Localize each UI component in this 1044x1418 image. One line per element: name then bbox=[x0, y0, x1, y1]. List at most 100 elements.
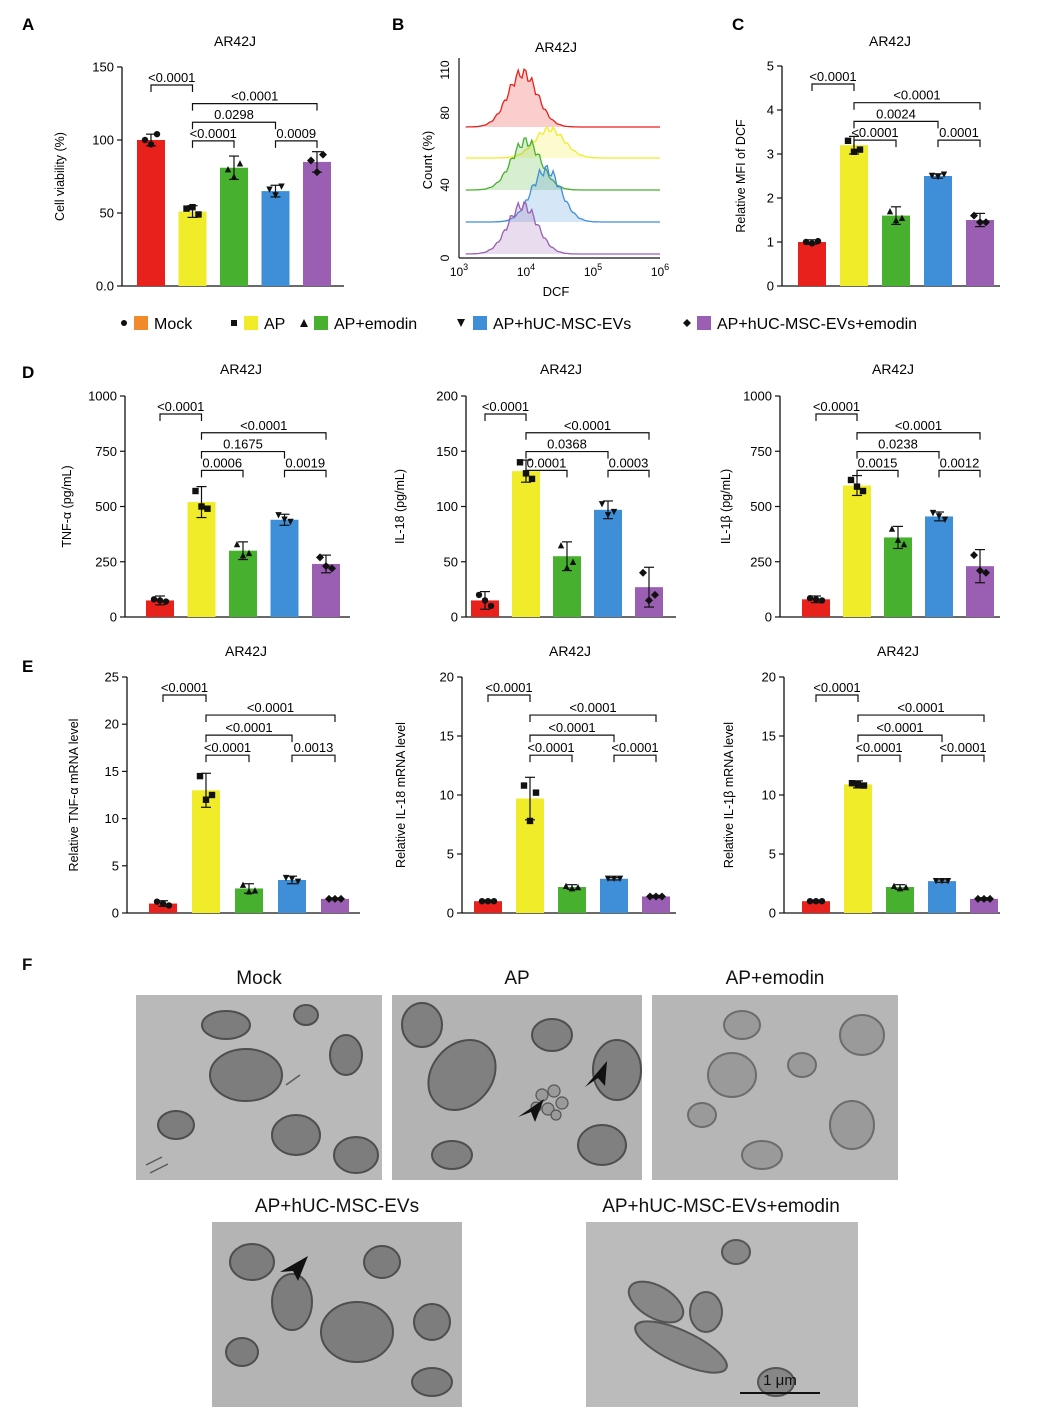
data-point bbox=[563, 564, 571, 571]
p-value-label: <0.0001 bbox=[611, 740, 658, 755]
em-title-ap-evs: AP+hUC-MSC-EVs bbox=[254, 1196, 420, 1217]
bar-1 bbox=[178, 211, 207, 286]
data-point bbox=[652, 892, 660, 901]
chart-e1: AR42J Relative TNF-α mRNA level 0 5 10 15 20 25… bbox=[67, 643, 360, 921]
bar-1 bbox=[192, 790, 220, 913]
flow-trace-3 bbox=[465, 164, 660, 223]
data-point bbox=[658, 892, 666, 901]
y-tick-label: 0 bbox=[765, 610, 772, 625]
flow-trace-1 bbox=[465, 126, 660, 159]
legend-label-mock: Mock bbox=[154, 316, 193, 333]
p-value-label: <0.0001 bbox=[190, 126, 237, 141]
y-tick-label: 50 bbox=[100, 206, 114, 221]
y-tick-label: 1000 bbox=[88, 389, 117, 404]
data-point bbox=[935, 513, 943, 520]
y-tick-label: 50 bbox=[444, 554, 458, 569]
data-point bbox=[147, 141, 155, 148]
data-point bbox=[938, 877, 946, 885]
em-image-mock bbox=[136, 995, 382, 1180]
panel-label-b: B bbox=[392, 15, 404, 34]
p-value-label: <0.0001 bbox=[897, 700, 944, 715]
significance-bracket bbox=[853, 102, 981, 110]
data-point bbox=[165, 902, 173, 909]
data-point bbox=[888, 525, 896, 532]
data-point bbox=[195, 211, 202, 218]
legend-label-ap: AP bbox=[264, 316, 285, 333]
chart-title: AR42J bbox=[877, 643, 919, 659]
data-point bbox=[153, 898, 161, 905]
data-point bbox=[898, 214, 906, 221]
p-value-label: <0.0001 bbox=[157, 399, 204, 414]
data-point bbox=[886, 208, 894, 215]
bar-1 bbox=[843, 485, 871, 617]
data-point bbox=[322, 562, 330, 571]
bar-3 bbox=[278, 879, 306, 913]
data-point bbox=[313, 168, 321, 177]
significance-bracket bbox=[205, 754, 250, 763]
bar-3 bbox=[928, 881, 956, 913]
data-point bbox=[808, 240, 816, 247]
data-point bbox=[156, 597, 164, 604]
data-point bbox=[288, 875, 296, 883]
significance-bracket bbox=[853, 120, 939, 129]
em-image-ap-evs bbox=[212, 1222, 462, 1407]
bar-1 bbox=[187, 502, 216, 617]
data-point bbox=[616, 875, 624, 882]
bar-1 bbox=[512, 471, 540, 617]
legend-marker-circle bbox=[121, 320, 127, 326]
chart-a: AR42J Cell viability (%) 0.0 50 100 150 <0.000… bbox=[53, 33, 344, 294]
y-tick-label: 4 bbox=[767, 103, 774, 118]
data-point bbox=[239, 881, 247, 888]
data-point bbox=[848, 780, 856, 787]
significance-bracket bbox=[857, 714, 985, 723]
data-point bbox=[328, 564, 336, 573]
data-point bbox=[236, 160, 244, 167]
data-point bbox=[568, 885, 576, 892]
data-point bbox=[944, 877, 952, 885]
bar-2 bbox=[229, 550, 257, 617]
y-tick-label: 10 bbox=[440, 788, 454, 803]
data-point bbox=[189, 203, 196, 211]
p-value-label: 0.0238 bbox=[878, 437, 918, 452]
data-point bbox=[196, 772, 204, 780]
data-point bbox=[562, 882, 570, 890]
data-point bbox=[941, 516, 949, 523]
data-point bbox=[481, 597, 489, 604]
y-tick-label: 500 bbox=[750, 499, 772, 514]
y-axis-label: Relative IL-18 mRNA level bbox=[394, 722, 408, 868]
y-axis-label: Relative IL-1β mRNA level bbox=[722, 722, 736, 868]
chart-e3: AR42J Relative IL-1β mRNA level 0 5 10 15 20 <0… bbox=[722, 643, 1000, 921]
significance-bracket bbox=[205, 714, 336, 723]
y-axis-label: Relative MFI of DCF bbox=[734, 119, 748, 233]
p-value-label: <0.0001 bbox=[548, 720, 595, 735]
bar-4 bbox=[303, 161, 331, 286]
y-tick-label: 500 bbox=[95, 499, 117, 514]
data-point bbox=[150, 596, 158, 603]
data-point bbox=[484, 898, 492, 905]
legend-swatch-mock bbox=[134, 316, 148, 330]
p-value-label: <0.0001 bbox=[485, 680, 532, 695]
bar-0 bbox=[802, 901, 830, 913]
significance-bracket bbox=[200, 432, 327, 440]
data-point bbox=[812, 596, 820, 603]
chart-d1: AR42J TNF-α (pg/mL) 0 250 500 750 1000 <0.0001 <… bbox=[60, 361, 350, 625]
flow-trace-fill-1 bbox=[465, 127, 660, 158]
y-tick-label: 0 bbox=[110, 610, 117, 625]
y-tick-label: 10 bbox=[105, 811, 119, 826]
data-point bbox=[208, 791, 216, 799]
data-point bbox=[251, 887, 259, 894]
legend-swatch-ap bbox=[244, 316, 258, 330]
data-point bbox=[900, 540, 908, 548]
data-point bbox=[245, 549, 253, 557]
p-value-label: <0.0001 bbox=[569, 700, 616, 715]
data-point bbox=[610, 875, 618, 882]
y-tick-label: 5 bbox=[769, 847, 776, 862]
legend-item-ap-emodin: AP+emodin bbox=[300, 316, 417, 333]
y-tick-label: 5 bbox=[767, 59, 774, 74]
flow-trace-fill-2 bbox=[465, 137, 660, 190]
significance-bracket bbox=[191, 121, 277, 130]
data-point bbox=[986, 894, 994, 903]
significance-bracket bbox=[525, 432, 650, 440]
significance-bracket bbox=[853, 139, 897, 148]
flow-trace-4 bbox=[465, 200, 660, 255]
